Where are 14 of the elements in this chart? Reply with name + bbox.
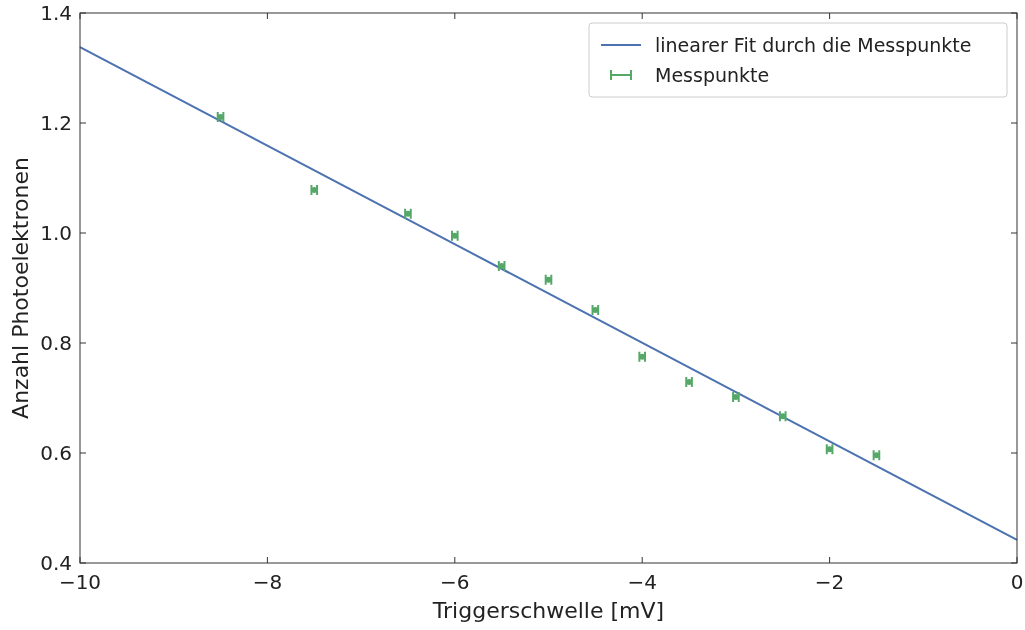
- legend-label: Messpunkte: [655, 63, 770, 86]
- x-tick-label: −2: [814, 570, 845, 594]
- x-tick-label: −6: [440, 570, 470, 594]
- y-tick-label: 0.8: [40, 331, 72, 355]
- y-axis-title: Anzahl Photoelektronen: [8, 157, 33, 419]
- y-tick-label: 1.2: [40, 111, 72, 135]
- x-axis-title: Triggerschwelle [mV]: [431, 598, 665, 623]
- x-tick-label: −8: [252, 570, 283, 594]
- y-tick-label: 1.0: [40, 221, 72, 245]
- y-tick-label: 1.4: [40, 1, 72, 25]
- x-tick-label: 0: [1010, 570, 1024, 594]
- x-tick-label: −4: [627, 570, 657, 594]
- y-tick-label: 0.6: [40, 441, 72, 465]
- legend-label: linearer Fit durch die Messpunkte: [655, 33, 972, 56]
